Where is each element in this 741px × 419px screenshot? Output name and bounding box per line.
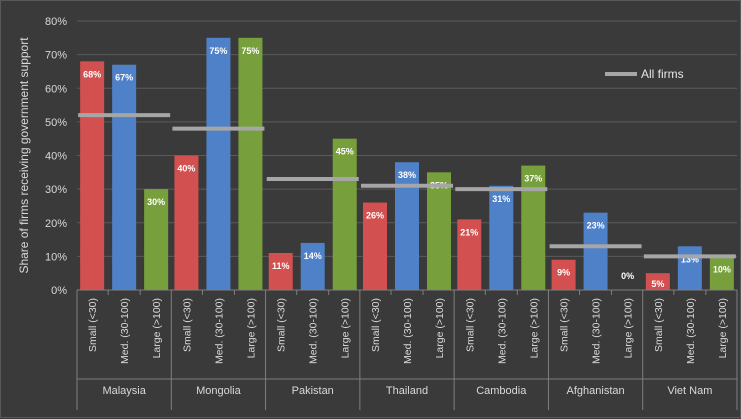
category-label: Med. (30-100) — [213, 298, 225, 364]
bar-large — [521, 165, 546, 290]
bar-large — [144, 189, 169, 290]
data-label: 23% — [587, 221, 605, 231]
data-label: 9% — [557, 268, 570, 278]
category-label: Large (>100) — [340, 298, 352, 358]
bar-medium — [677, 246, 702, 290]
data-label: 14% — [304, 251, 322, 261]
y-tick-label: 60% — [45, 83, 67, 95]
bar-small — [268, 253, 293, 290]
data-label: 11% — [272, 261, 290, 271]
category-label: Small (<30) — [87, 298, 99, 352]
country-label: Mongolia — [196, 385, 242, 397]
data-label: 45% — [336, 147, 354, 157]
data-label: 67% — [115, 73, 133, 83]
data-label: 37% — [524, 174, 542, 184]
y-tick-label: 0% — [51, 285, 67, 297]
category-label: Small (<30) — [653, 298, 665, 352]
category-label: Small (<30) — [559, 298, 571, 352]
category-label: Med. (30-100) — [591, 298, 603, 364]
data-label: 0% — [621, 271, 634, 281]
category-label: Small (<30) — [276, 298, 288, 352]
y-tick-label: 40% — [45, 151, 67, 163]
category-label: Large (>100) — [623, 298, 635, 358]
bar-medium — [112, 64, 137, 291]
bar-large — [709, 256, 734, 290]
bar-medium — [300, 242, 325, 290]
data-label: 75% — [241, 46, 259, 56]
bar-large — [427, 172, 451, 290]
y-tick-label: 10% — [45, 251, 67, 263]
data-label: 26% — [366, 211, 384, 221]
bar-medium — [206, 37, 231, 290]
data-label: 38% — [398, 170, 416, 180]
category-label: Med. (30-100) — [308, 298, 320, 364]
data-label: 75% — [209, 46, 227, 56]
category-label: Med. (30-100) — [402, 298, 414, 364]
country-label: Pakistan — [292, 385, 334, 397]
bar-medium — [395, 162, 419, 290]
y-tick-label: 30% — [45, 184, 67, 196]
country-label: Malaysia — [102, 385, 146, 397]
category-label: Small (<30) — [370, 298, 382, 352]
y-tick-label: 50% — [45, 117, 67, 129]
bar-small — [551, 259, 576, 290]
y-tick-label: 70% — [45, 50, 67, 62]
y-tick-label: 80% — [45, 16, 67, 28]
category-label: Med. (30-100) — [685, 298, 697, 364]
data-label: 31% — [492, 194, 510, 204]
category-label: Small (<30) — [181, 298, 193, 352]
data-label: 68% — [83, 69, 101, 79]
country-label: Afghanistan — [567, 385, 625, 397]
legend-all-firms-label: All firms — [641, 67, 684, 81]
bar-small — [457, 219, 482, 290]
data-label: 21% — [460, 227, 478, 237]
category-label: Large (>100) — [528, 298, 540, 358]
category-label: Large (>100) — [434, 298, 446, 358]
data-label: 13% — [681, 254, 699, 264]
bar-large — [332, 138, 357, 290]
bar-small — [80, 61, 105, 290]
data-label: 10% — [713, 264, 731, 274]
category-label: Large (>100) — [151, 298, 163, 358]
data-label: 5% — [651, 279, 664, 289]
bar-small — [363, 202, 387, 290]
bar-large — [238, 37, 263, 290]
bar-medium — [489, 185, 514, 290]
category-label: Small (<30) — [464, 298, 476, 352]
bar-small — [174, 155, 199, 290]
y-tick-label: 20% — [45, 218, 67, 230]
country-label: Thailand — [386, 385, 428, 397]
data-label: 40% — [177, 164, 195, 174]
category-label: Large (>100) — [717, 298, 729, 358]
bar-small — [645, 273, 670, 290]
category-label: Large (>100) — [245, 298, 257, 358]
y-axis-label: Share of firms receiving government supp… — [17, 37, 31, 274]
category-label: Med. (30-100) — [119, 298, 131, 364]
bar-medium — [583, 212, 608, 290]
country-label: Viet Nam — [667, 385, 712, 397]
category-label: Med. (30-100) — [496, 298, 508, 364]
data-label: 30% — [147, 197, 165, 207]
country-label: Cambodia — [476, 385, 527, 397]
